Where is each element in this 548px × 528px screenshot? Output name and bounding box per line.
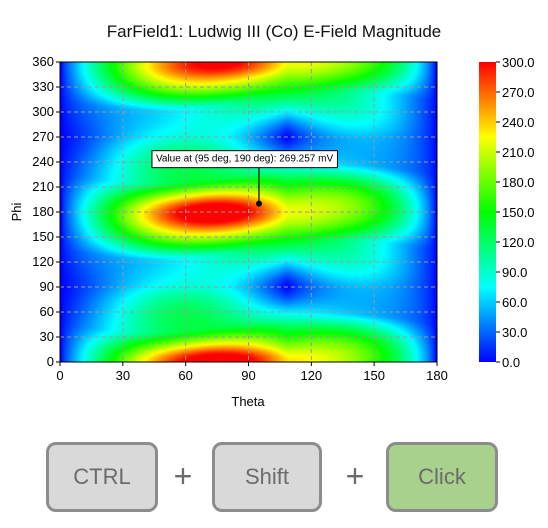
colorbar-tick-label: 210.0 bbox=[502, 145, 535, 160]
x-tick-label: 90 bbox=[241, 368, 255, 383]
y-tick-label: 90 bbox=[40, 279, 54, 294]
y-axis-label: Phi bbox=[9, 202, 24, 221]
y-tick-label: 270 bbox=[32, 129, 54, 144]
x-tick-label: 120 bbox=[300, 368, 322, 383]
colorbar-tick-label: 150.0 bbox=[502, 205, 535, 220]
y-tick-label: 240 bbox=[32, 154, 54, 169]
svg-text:Value at (95 deg, 190 deg): 26: Value at (95 deg, 190 deg): 269.257 mV bbox=[156, 154, 333, 165]
y-tick-label: 0 bbox=[47, 354, 54, 369]
plus-sign-1: + bbox=[173, 458, 193, 494]
y-tick-label: 330 bbox=[32, 79, 54, 94]
y-tick-label: 30 bbox=[40, 329, 54, 344]
colorbar-tick-label: 270.0 bbox=[502, 85, 535, 100]
x-tick-label: 150 bbox=[363, 368, 385, 383]
x-tick-label: 0 bbox=[56, 368, 63, 383]
x-tick-label: 30 bbox=[116, 368, 130, 383]
colorbar-tick-label: 60.0 bbox=[502, 295, 527, 310]
chart-title: FarField1: Ludwig III (Co) E-Field Magni… bbox=[106, 22, 442, 41]
x-tick-label: 60 bbox=[178, 368, 192, 383]
y-tick-label: 60 bbox=[40, 304, 54, 319]
y-tick-label: 120 bbox=[32, 254, 54, 269]
y-tick-label: 360 bbox=[32, 54, 54, 69]
colorbar-tick-label: 120.0 bbox=[502, 235, 535, 250]
y-tick-label: 150 bbox=[32, 229, 54, 244]
shift-key: Shift bbox=[212, 442, 322, 512]
click-key: Click bbox=[386, 442, 498, 512]
ctrl-key: CTRL bbox=[46, 442, 158, 512]
colorbar-tick-label: 0.0 bbox=[502, 355, 520, 370]
colorbar-tick-label: 240.0 bbox=[502, 115, 535, 130]
y-tick-label: 210 bbox=[32, 179, 54, 194]
colorbar-tick-label: 30.0 bbox=[502, 325, 527, 340]
y-tick-label: 180 bbox=[32, 204, 54, 219]
heatmap-chart[interactable]: 0 30 60 90 120 150 180 0 30 60 90 120 150 180 210 240 2… bbox=[0, 0, 548, 430]
x-tick-label: 180 bbox=[426, 368, 448, 383]
x-axis-label: Theta bbox=[231, 394, 265, 409]
plus-sign-2: + bbox=[345, 458, 365, 494]
value-annotation: Value at (95 deg, 190 deg): 269.257 mV bbox=[151, 150, 338, 207]
colorbar bbox=[479, 62, 496, 362]
y-tick-label: 300 bbox=[32, 104, 54, 119]
colorbar-tick-label: 180.0 bbox=[502, 175, 535, 190]
colorbar-tick-label: 90.0 bbox=[502, 265, 527, 280]
colorbar-tick-label: 300.0 bbox=[502, 55, 535, 70]
